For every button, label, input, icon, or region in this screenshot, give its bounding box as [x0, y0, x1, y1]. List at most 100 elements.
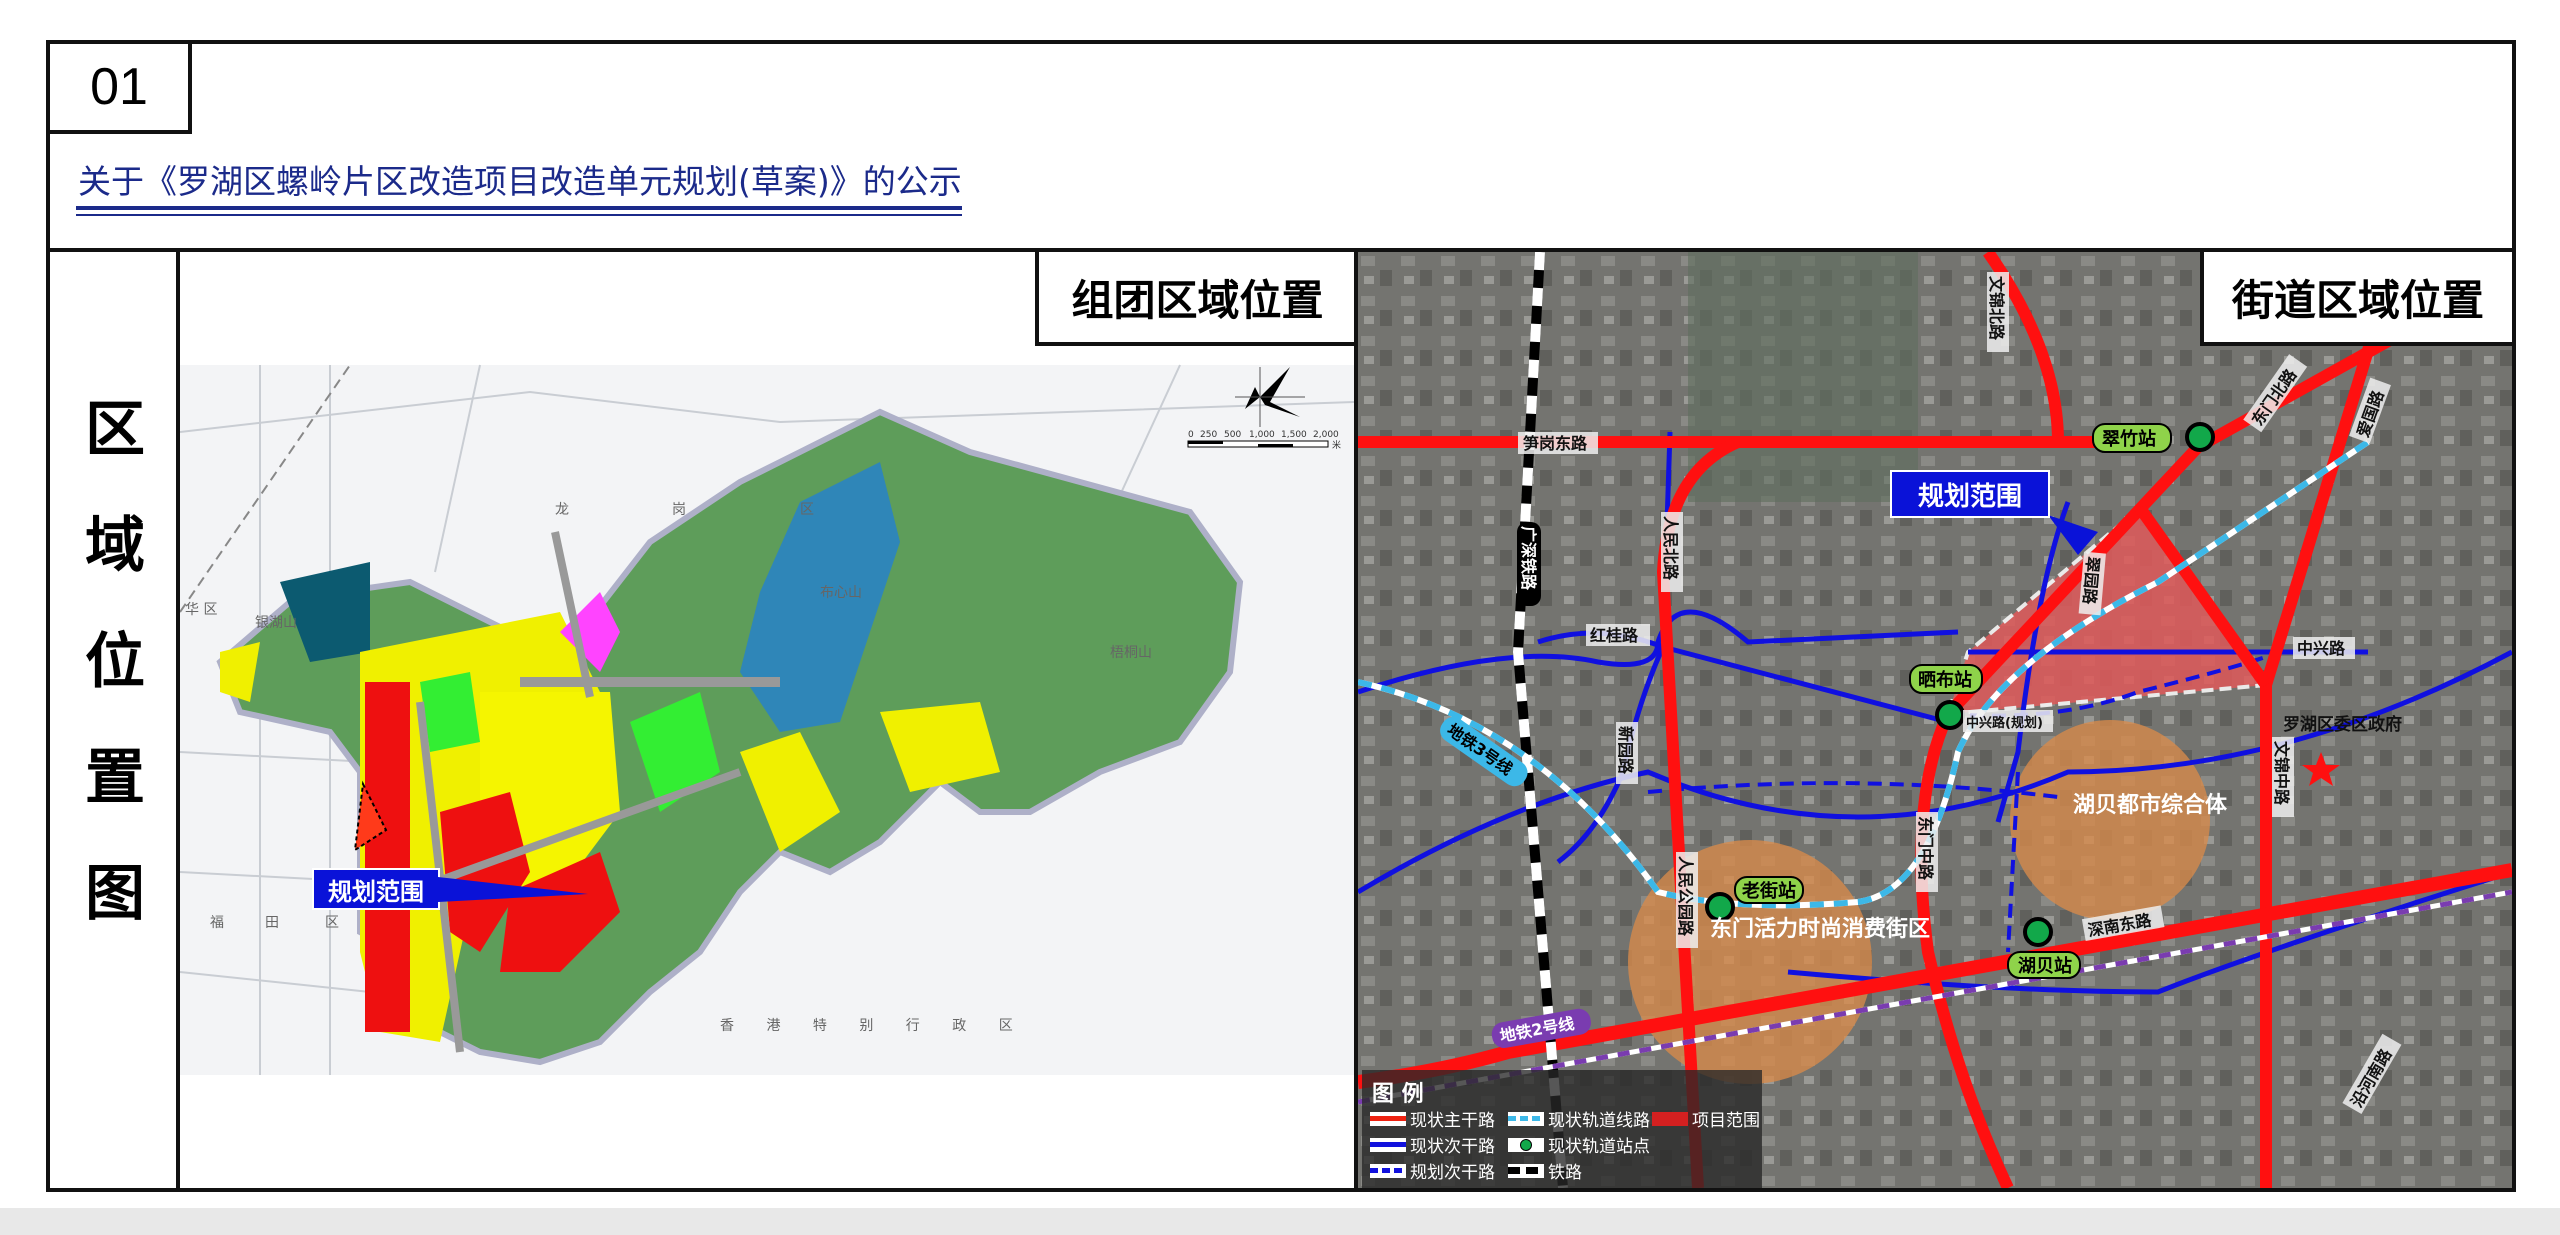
map-label: 0 — [1188, 430, 1194, 440]
map-label: 广深铁路 — [1519, 526, 1538, 591]
map-label: 文锦北路 — [1987, 276, 2006, 341]
legend-item: 项目范围 — [1652, 1106, 1760, 1131]
legend-label: 现状主干路 — [1410, 1111, 1495, 1131]
side-char: 域 — [85, 511, 145, 581]
map-label: 2,000 — [1313, 430, 1339, 440]
divider — [176, 248, 180, 1192]
map-label: 新园路 — [1616, 726, 1635, 775]
map-label: 笋岗东路 — [1523, 434, 1588, 453]
landmark-label: 罗湖区委区政府 — [2283, 714, 2402, 735]
station-labels: 翠竹站 晒布站 老街站 湖贝站 — [1734, 423, 2172, 979]
project-callout: 规划范围 — [1890, 470, 2050, 518]
map-label: 中兴路(规划) — [1966, 715, 2043, 731]
station-cuizhu — [2185, 422, 2215, 452]
map-label: 田 — [265, 915, 279, 931]
red-double-line-icon — [1370, 1111, 1406, 1126]
map-label: 1,500 — [1281, 430, 1307, 440]
map-label: 翠园路 — [2079, 556, 2102, 606]
map-label: 梧桐山 — [1110, 645, 1152, 661]
map-label: 红桂路 — [1590, 626, 1639, 645]
map-label: 老街站 — [1742, 880, 1796, 902]
legend-item: 现状轨道线路 — [1508, 1106, 1650, 1131]
green-dot-icon — [1508, 1137, 1544, 1152]
cluster-location-map: 龙 岗 区 华 区 银湖山 梧桐山 布心山 福 田 区 香 港 特 别 行 政 … — [179, 252, 1355, 1188]
map-label: 湖贝站 — [2018, 955, 2072, 977]
legend-label: 现状轨道线路 — [1548, 1111, 1650, 1131]
station-hubei — [2023, 917, 2053, 947]
reservoir-dark — [280, 562, 370, 662]
blue-double-line-icon — [1370, 1137, 1406, 1152]
page-frame — [46, 40, 2516, 1192]
section-number: 01 — [46, 40, 192, 134]
map-label: 华 区 — [185, 602, 217, 618]
project-area-marker — [353, 780, 388, 852]
map-label: 1,000 — [1249, 430, 1275, 440]
railway — [1512, 252, 1568, 1188]
divider — [46, 248, 2516, 252]
station-laojie — [1705, 892, 1735, 922]
legend-label: 现状轨道站点 — [1548, 1137, 1650, 1157]
map-label: 人民公园路 — [1676, 856, 1695, 937]
map-label: 东门中路 — [1916, 816, 1935, 881]
map-label: 龙 — [555, 502, 569, 518]
legend-label: 铁路 — [1548, 1163, 1582, 1183]
metro-lines — [1358, 439, 2512, 1105]
station-shaibu — [1935, 700, 1965, 730]
map-label: 区 — [800, 502, 814, 518]
map-label: 中兴路 — [2297, 639, 2346, 658]
legend-item: 现状主干路 — [1370, 1106, 1495, 1131]
map-label: 人民北路 — [1661, 516, 1680, 581]
district-hubei — [2010, 720, 2210, 920]
callout-pointer — [2048, 515, 2098, 555]
map-label: 岗 — [672, 502, 686, 518]
map-label: 文锦中路 — [2272, 741, 2291, 806]
street-location-tag: 街道区域位置 — [2200, 252, 2512, 346]
legend-item: 规划次干路 — [1370, 1158, 1495, 1183]
star-icon — [2302, 752, 2340, 786]
side-char: 置 — [85, 743, 145, 813]
north-arrow-icon — [1235, 367, 1305, 427]
blue-dashed-line-icon — [1370, 1163, 1406, 1178]
legend-title: 图 例 — [1372, 1082, 1424, 1107]
district-labels: 东门活力时尚消费街区 湖贝都市综合体 — [1710, 792, 2228, 942]
reservoir — [740, 462, 900, 732]
legend-label: 规划次干路 — [1410, 1163, 1495, 1183]
callout-pointer — [438, 877, 588, 902]
bottom-bar — [0, 1208, 2560, 1235]
place-labels: 龙 岗 区 华 区 银湖山 梧桐山 布心山 福 田 区 香 港 特 别 行 政 … — [185, 502, 1152, 1034]
street-location-map: 翠竹站 晒布站 老街站 湖贝站 笋岗东路 文锦北路 东门北路 爱国路 广深铁路 … — [1358, 252, 2512, 1188]
cluster-location-tag: 组团区域位置 — [1035, 252, 1356, 346]
red-fill-icon — [1652, 1111, 1688, 1126]
map-legend: 图 例 现状主干路 现状次干路 规划次干路 现状轨道线路 现状轨道站点 铁路 项… — [1362, 1070, 1762, 1188]
map-label: 布心山 — [820, 585, 862, 601]
map-label: 香 港 特 别 行 政 区 — [720, 1018, 1027, 1034]
cyan-dashed-line-icon — [1508, 1111, 1544, 1126]
railway-icon — [1508, 1163, 1544, 1178]
legend-label: 现状次干路 — [1410, 1137, 1495, 1157]
urban-land-red — [365, 682, 410, 1032]
map-label: 区 — [325, 915, 339, 931]
side-char: 图 — [85, 859, 145, 929]
map-label: 翠竹站 — [2102, 428, 2156, 450]
map-label: 湖贝都市综合体 — [2073, 792, 2228, 818]
side-title: 区 域 位 置 图 — [80, 400, 150, 924]
map-label: 东门活力时尚消费街区 — [1710, 916, 1930, 942]
map-label: 500 — [1224, 430, 1241, 440]
divider — [1354, 248, 1358, 1192]
legend-item: 现状轨道站点 — [1508, 1132, 1650, 1157]
metro-stations — [1705, 422, 2215, 947]
map-label: 银湖山 — [255, 615, 297, 631]
scale-bar: 0 250 500 1,000 1,500 2,000 米 — [1187, 430, 1341, 451]
map-label: 福 — [210, 915, 224, 931]
legend-label: 项目范围 — [1692, 1111, 1760, 1131]
legend-item: 现状次干路 — [1370, 1132, 1495, 1157]
page-title: 关于《罗湖区螺岭片区改造项目改造单元规划(草案)》的公示 — [78, 162, 962, 201]
title-underline — [76, 206, 962, 210]
project-callout: 规划范围 — [312, 868, 440, 910]
title-underline-thin — [76, 214, 962, 216]
map-label: 250 — [1200, 430, 1217, 440]
side-char: 位 — [85, 627, 145, 697]
side-char: 区 — [85, 395, 145, 465]
legend-item: 铁路 — [1508, 1158, 1582, 1183]
map-label: 米 — [1332, 439, 1341, 451]
